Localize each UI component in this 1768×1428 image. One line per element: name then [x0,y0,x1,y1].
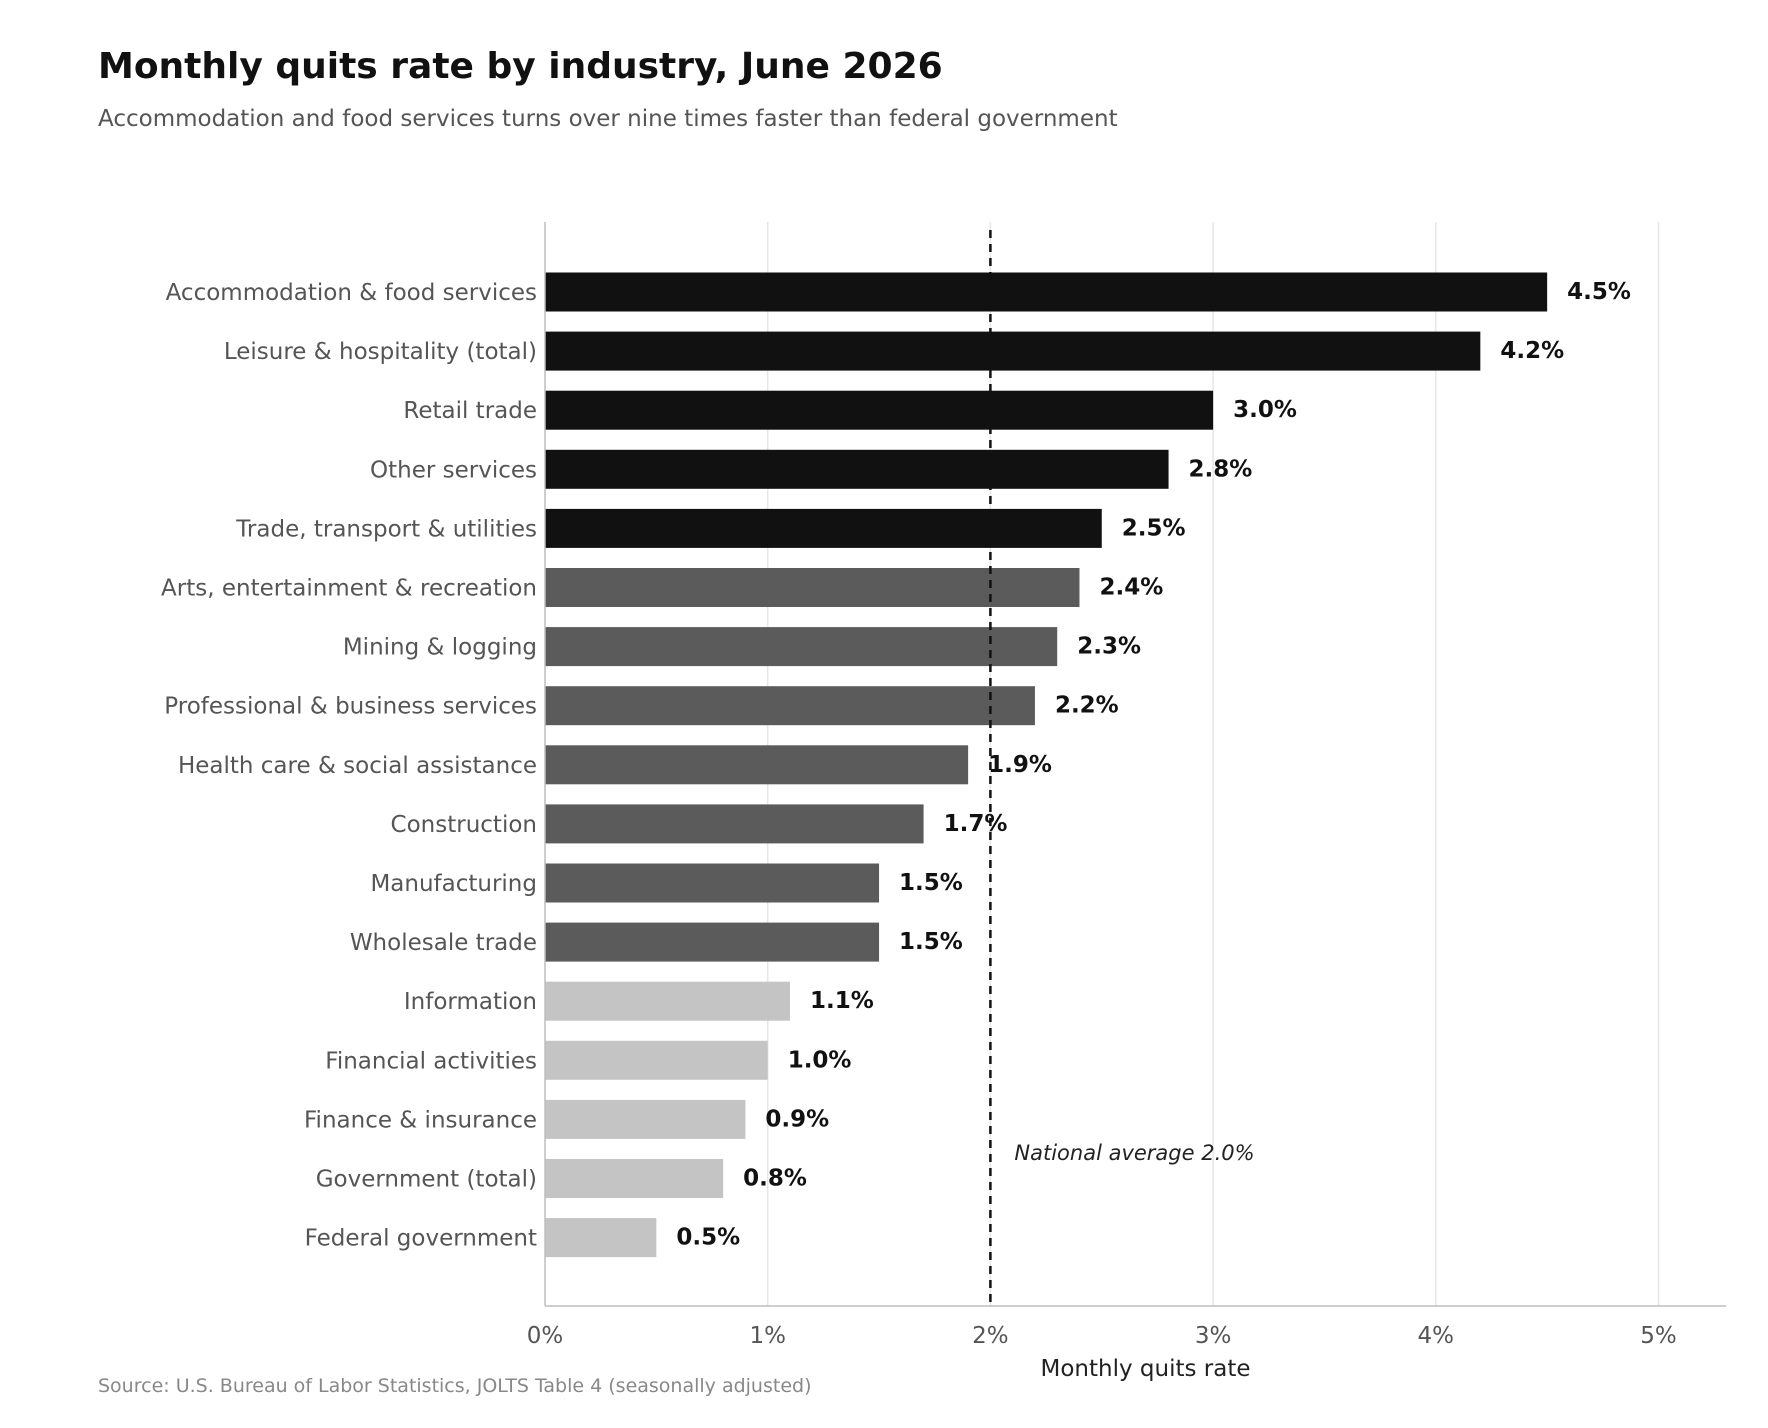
value-label: 1.9% [988,752,1052,778]
category-label: Trade, transport & utilities [235,516,537,542]
category-label: Accommodation & food services [166,280,537,306]
value-label: 4.2% [1500,338,1564,364]
value-label: 4.5% [1567,279,1631,305]
value-label: 0.5% [676,1225,740,1251]
bar [545,1040,768,1080]
chart-title: Monthly quits rate by industry, June 202… [98,46,943,87]
labels: 0% 1% 2% 3% 4% 5% Accommodation & food service… [161,279,1677,1382]
value-label: 1.0% [788,1047,852,1073]
category-label: Information [404,989,537,1015]
bar [545,508,1102,548]
bar [545,1099,746,1139]
category-label: Finance & insurance [304,1107,537,1133]
x-tick-label-0: 0% [527,1323,564,1349]
bar [545,745,969,785]
value-label: 2.4% [1099,575,1163,601]
bars [545,272,1548,1258]
category-label: Wholesale trade [350,930,537,956]
bar [545,331,1481,371]
value-label: 2.5% [1122,515,1186,541]
chart-subtitle: Accommodation and food services turns ov… [98,106,1118,132]
axes [544,222,1726,1307]
x-tick-label-3: 3% [1195,1323,1232,1349]
bar [545,804,924,844]
x-axis-title: Monthly quits rate [1041,1356,1251,1382]
national-average-label: National average 2.0% [1014,1141,1254,1165]
value-label: 0.8% [743,1166,807,1192]
category-label: Professional & business services [164,694,537,720]
category-label: Construction [391,812,537,838]
bar [545,390,1214,430]
category-label: Mining & logging [343,635,537,661]
category-label: Retail trade [403,398,537,424]
category-label: Arts, entertainment & recreation [161,576,537,602]
bar [545,686,1035,726]
x-tick-label-1: 1% [749,1323,786,1349]
bar [545,922,880,962]
bar [545,863,880,903]
value-label: 2.2% [1055,693,1119,719]
value-label: 2.8% [1189,456,1253,482]
value-label: 1.1% [810,988,874,1014]
x-tick-label-4: 4% [1418,1323,1455,1349]
bar [545,1159,724,1198]
bar [545,981,790,1021]
category-label: Manufacturing [370,871,537,897]
bar [545,568,1080,607]
bar [545,627,1058,667]
x-tick-label-2: 2% [972,1323,1009,1349]
value-label: 1.5% [899,870,963,896]
category-label: Leisure & hospitality (total) [224,339,537,365]
bar [545,272,1548,312]
bar [545,449,1169,489]
value-label: 0.9% [765,1106,829,1132]
source-note: Source: U.S. Bureau of Labor Statistics,… [98,1375,812,1397]
category-label: Federal government [305,1226,537,1252]
category-label: Government (total) [316,1167,537,1193]
category-label: Other services [370,457,537,483]
x-tick-label-5: 5% [1640,1323,1677,1349]
value-label: 1.5% [899,929,963,955]
value-label: 3.0% [1233,397,1297,423]
category-label: Financial activities [325,1048,537,1074]
value-label: 1.7% [944,811,1008,837]
bar [545,1218,657,1258]
category-label: Health care & social assistance [178,753,537,779]
value-label: 2.3% [1077,634,1141,660]
